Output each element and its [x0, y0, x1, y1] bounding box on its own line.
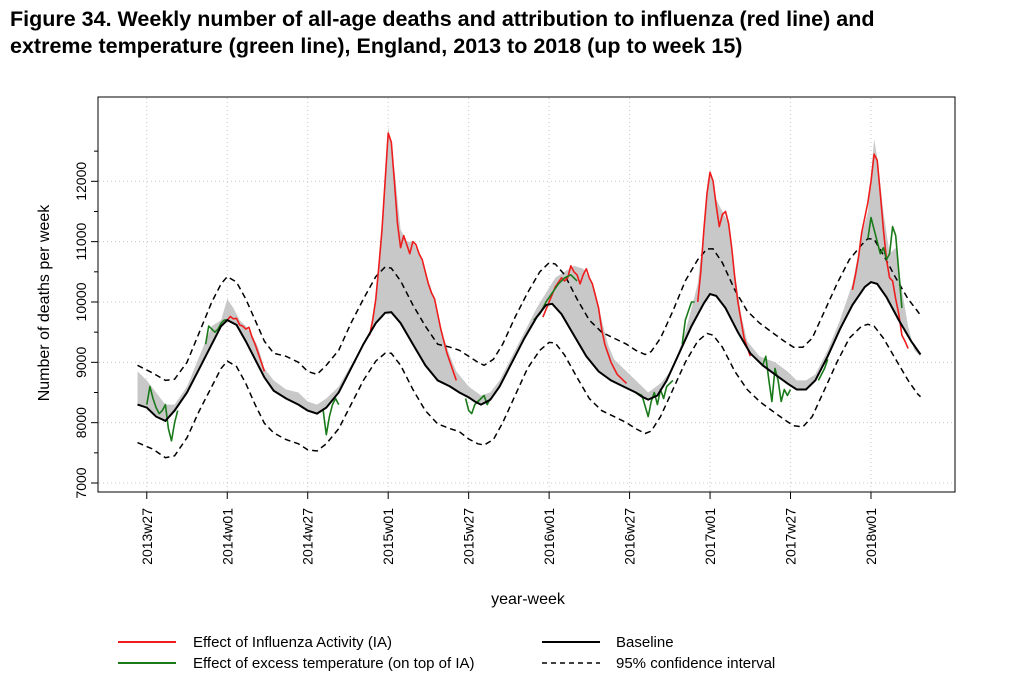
- x-tick-label-3: 2015w01: [380, 508, 396, 565]
- x-tick-label-5: 2016w01: [541, 508, 557, 565]
- y-tick-label-5: 12000: [73, 162, 89, 201]
- y-axis-label: Number of deaths per week: [36, 204, 53, 402]
- y-tick-label-3: 10000: [73, 282, 89, 321]
- series-effect-of-excess-temperature-on-top-of-ia-segment-1: [204, 319, 228, 345]
- x-tick-label-6: 2016w27: [622, 508, 638, 565]
- x-tick-label-0: 2013w27: [139, 508, 155, 565]
- series-effect-of-excess-temperature-on-top-of-ia-segment-8: [817, 359, 829, 381]
- x-tick-label-2: 2014w27: [300, 508, 316, 565]
- y-tick-label-2: 9000: [73, 347, 89, 378]
- plot-frame: [97, 96, 956, 493]
- series-effect-of-influenza-activity-ia-segment-1: [368, 132, 458, 381]
- figure-title-line-2: extreme temperature (green line), Englan…: [10, 34, 743, 58]
- y-tick-label-0: 7000: [73, 467, 89, 498]
- series-effect-of-excess-temperature-on-top-of-ia-segment-5: [635, 379, 674, 418]
- legend-temp-label: Effect of excess temperature (on top of …: [193, 655, 475, 672]
- series-effect-of-influenza-activity-ia-segment-2: [542, 265, 628, 384]
- legend-ci-label: 95% confidence interval: [616, 655, 775, 672]
- legend: Effect of Influenza Activity (IA) Effect…: [118, 634, 775, 672]
- x-tick-label-7: 2017w01: [702, 508, 718, 565]
- x-tick-label-4: 2015w27: [461, 508, 477, 565]
- y-tick-label-1: 8000: [73, 407, 89, 438]
- figure-title-line-1: Figure 34. Weekly number of all-age deat…: [10, 7, 875, 31]
- x-tick-label-8: 2017w27: [783, 508, 799, 565]
- series-effect-of-influenza-activity-ia-segment-4: [851, 153, 909, 349]
- x-tick-label-1: 2014w01: [219, 508, 235, 565]
- series-effect-of-excess-temperature-on-top-of-ia-segment-9: [867, 216, 903, 309]
- observed-band: [137, 127, 921, 421]
- figure-title: Figure 34. Weekly number of all-age deat…: [10, 6, 1015, 60]
- legend-baseline-label: Baseline: [616, 634, 674, 651]
- grid-lines: [99, 98, 954, 491]
- x-axis: 2013w27 2014w01 2014w27 2015w01 2015w27 2016w…: [124, 491, 930, 565]
- x-axis-label: year-week: [491, 591, 566, 608]
- x-tick-label-9: 2018w01: [863, 508, 879, 565]
- series-95-confidence-interval-upper: [137, 237, 922, 382]
- series-effect-of-excess-temperature-on-top-of-ia-segment-6: [681, 301, 695, 345]
- y-tick-label-4: 11000: [73, 222, 89, 260]
- series-lines: [137, 132, 922, 459]
- series-effect-of-excess-temperature-on-top-of-ia-segment-0: [146, 385, 179, 442]
- series-baseline: [137, 280, 922, 423]
- series-effect-of-influenza-activity-ia-segment-3: [696, 171, 752, 357]
- y-axis: 7000 8000 9000 10000 11000 12000: [73, 126, 99, 499]
- series-effect-of-excess-temperature-on-top-of-ia-segment-2: [322, 397, 340, 436]
- series-effect-of-influenza-activity-ia-segment-0: [226, 315, 266, 372]
- observed-band-layer: [137, 127, 921, 421]
- series-95-confidence-interval-lower: [137, 323, 922, 459]
- legend-ia-label: Effect of Influenza Activity (IA): [193, 634, 392, 651]
